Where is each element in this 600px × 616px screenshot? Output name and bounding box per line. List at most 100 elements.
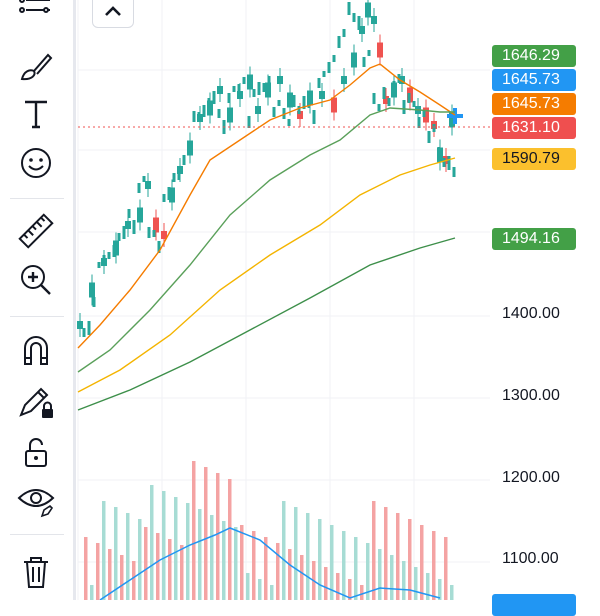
- volume-bar: [444, 537, 448, 600]
- price-chart[interactable]: [0, 0, 600, 600]
- volume-bar: [222, 521, 226, 600]
- volume-bar: [318, 519, 322, 600]
- candle: [341, 76, 347, 84]
- volume-bar: [198, 509, 202, 600]
- volume-bar: [408, 519, 412, 600]
- volume-bar: [216, 473, 220, 600]
- volume-bar: [162, 491, 166, 600]
- volume-bar: [132, 561, 136, 600]
- volume-bar: [450, 585, 454, 600]
- ma-value-tag-blue: 1645.73: [492, 69, 576, 91]
- ruler-measure-icon[interactable]: [14, 209, 58, 253]
- candle: [125, 221, 131, 229]
- volume-bar: [432, 531, 436, 600]
- candle: [217, 86, 223, 94]
- ma-value-tag-orange: 1645.73: [492, 93, 576, 115]
- volume-bar: [282, 501, 286, 600]
- volume-bars: [84, 461, 454, 600]
- price-axis-label: 1100.00: [502, 550, 559, 567]
- ma-value-tag-green: 1646.29: [492, 45, 576, 67]
- volume-bar: [126, 513, 130, 600]
- candle: [89, 282, 95, 298]
- volume-bar: [156, 533, 160, 600]
- candle: [307, 90, 313, 106]
- candle: [247, 74, 253, 90]
- volume-bar: [324, 567, 328, 600]
- volume-bar: [258, 579, 262, 600]
- volume-bar: [288, 549, 292, 600]
- volume-bar: [420, 525, 424, 600]
- volume-bar: [150, 485, 154, 600]
- volume-bar: [378, 549, 382, 600]
- magnet-icon[interactable]: [14, 328, 58, 372]
- volume-bar: [168, 539, 172, 600]
- volume-bar: [354, 537, 358, 600]
- candle: [153, 217, 159, 233]
- volume-bar: [426, 573, 430, 600]
- volume-bar: [414, 567, 418, 600]
- volume-value-tag: [492, 594, 576, 616]
- ma-value-tag-yellow: 1590.79: [492, 148, 576, 170]
- price-axis-label: 1400.00: [502, 305, 560, 322]
- volume-bar: [438, 579, 442, 600]
- zoom-in-icon[interactable]: [14, 258, 58, 302]
- chart-grid: [77, 0, 490, 600]
- volume-bar: [306, 513, 310, 600]
- volume-bar: [384, 507, 388, 600]
- brush-tool-icon[interactable]: [14, 45, 58, 89]
- volume-bar: [204, 467, 208, 600]
- candle: [331, 97, 337, 113]
- volume-bar: [276, 543, 280, 600]
- volume-bar: [270, 585, 274, 600]
- candle: [77, 321, 83, 329]
- eye-visibility-icon[interactable]: [14, 478, 58, 522]
- volume-bar: [366, 543, 370, 600]
- candle: [287, 92, 293, 108]
- candle: [145, 181, 151, 189]
- text-tool-icon[interactable]: [14, 92, 58, 136]
- ma-value-tag-green-long: 1494.16: [492, 228, 576, 250]
- trend-lines-tool-icon[interactable]: [14, 0, 58, 34]
- volume-bar: [252, 531, 256, 600]
- unlock-icon[interactable]: [14, 430, 58, 474]
- volume-bar: [246, 573, 250, 600]
- volume-bar: [84, 537, 88, 600]
- candle: [227, 107, 233, 123]
- candle: [137, 207, 143, 223]
- volume-bar: [264, 537, 268, 600]
- candle: [399, 76, 405, 84]
- volume-bar: [90, 585, 94, 600]
- candle: [359, 26, 365, 34]
- candle: [161, 231, 167, 239]
- candle: [255, 106, 261, 114]
- volume-bar: [240, 525, 244, 600]
- price-axis-label: 1300.00: [502, 387, 560, 404]
- lock-drawing-icon[interactable]: [14, 380, 58, 424]
- collapse-toolbar-button[interactable]: [92, 0, 134, 28]
- emoji-tool-icon[interactable]: [14, 141, 58, 185]
- volume-bar: [174, 497, 178, 600]
- moving-averages: [77, 63, 456, 411]
- volume-bar: [390, 555, 394, 600]
- volume-bar: [348, 579, 352, 600]
- volume-bar: [402, 561, 406, 600]
- volume-bar: [108, 549, 112, 600]
- volume-bar: [342, 531, 346, 600]
- volume-bar: [234, 527, 238, 600]
- candle: [377, 42, 383, 58]
- volume-bar: [138, 519, 142, 600]
- candle: [207, 100, 213, 116]
- candle: [113, 240, 119, 256]
- candle: [351, 52, 357, 68]
- chevron-up-icon: [105, 6, 121, 16]
- candle: [371, 16, 377, 24]
- candle: [365, 2, 371, 18]
- volume-bar: [294, 507, 298, 600]
- trash-icon[interactable]: [14, 550, 58, 594]
- volume-bar: [372, 501, 376, 600]
- volume-bar: [102, 501, 106, 600]
- last-price-tag: 1631.10: [492, 117, 576, 139]
- candle: [319, 91, 325, 99]
- volume-bar: [114, 507, 118, 600]
- volume-bar: [120, 555, 124, 600]
